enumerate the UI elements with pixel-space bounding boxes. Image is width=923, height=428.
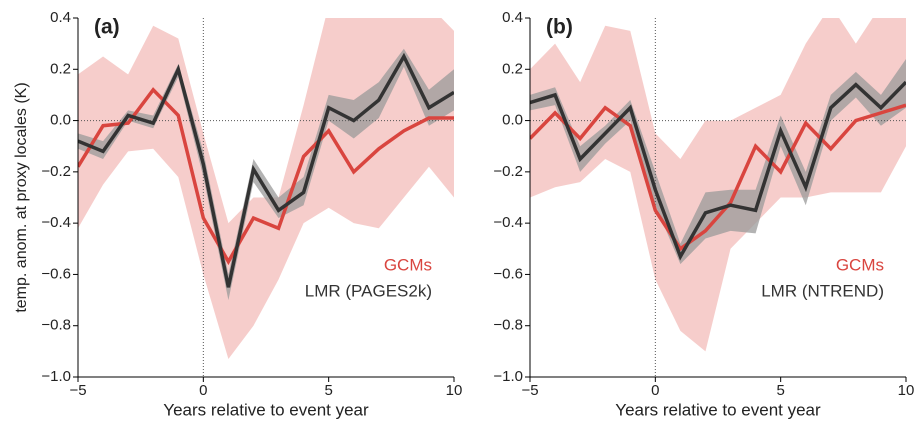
x-tick-label: 5 — [776, 382, 784, 399]
y-tick-label: −1.0 — [493, 368, 523, 385]
x-tick-label: 0 — [199, 382, 207, 399]
y-tick-label: −0.2 — [41, 163, 71, 180]
uncertainty-band — [530, 18, 906, 352]
y-tick-label: −0.8 — [493, 317, 523, 334]
y-tick-label: −1.0 — [41, 368, 71, 385]
y-tick-label: −0.6 — [493, 265, 523, 282]
y-tick-label: 0.4 — [50, 9, 71, 26]
y-tick-label: −0.4 — [493, 214, 523, 231]
x-tick-label: −5 — [69, 382, 86, 399]
panel-label: (b) — [546, 16, 573, 39]
x-tick-label: 10 — [446, 382, 463, 399]
series-line — [78, 52, 454, 288]
x-axis-label: Years relative to event year — [615, 400, 821, 419]
series-line — [530, 80, 906, 261]
uncertainty-band — [78, 48, 454, 301]
legend-entry: GCMs — [836, 255, 884, 274]
y-tick-label: −0.8 — [41, 317, 71, 334]
uncertainty-band — [530, 59, 906, 265]
plot-area — [530, 18, 906, 377]
plot-area — [78, 18, 454, 377]
panel-label: (a) — [94, 16, 120, 39]
y-tick-label: −0.4 — [41, 214, 71, 231]
series-line — [78, 87, 454, 266]
series-line — [530, 103, 906, 252]
x-tick-label: −5 — [521, 382, 538, 399]
y-tick-label: −0.2 — [493, 163, 523, 180]
x-tick-label: 10 — [898, 382, 915, 399]
y-tick-label: 0.2 — [50, 60, 71, 77]
y-tick-label: 0.4 — [502, 9, 523, 26]
y-axis-label: temp. anom. at proxy locales (K) — [13, 82, 30, 312]
x-axis-label: Years relative to event year — [163, 400, 369, 419]
y-tick-label: 0.2 — [502, 60, 523, 77]
x-tick-label: 0 — [651, 382, 659, 399]
y-tick-label: −0.6 — [41, 265, 71, 282]
y-tick-label: 0.0 — [50, 112, 71, 129]
y-tick-label: 0.0 — [502, 112, 523, 129]
legend-entry: LMR (PAGES2k) — [305, 281, 432, 300]
legend-entry: LMR (NTREND) — [761, 281, 884, 300]
x-tick-label: 5 — [324, 382, 332, 399]
legend-entry: GCMs — [384, 255, 432, 274]
